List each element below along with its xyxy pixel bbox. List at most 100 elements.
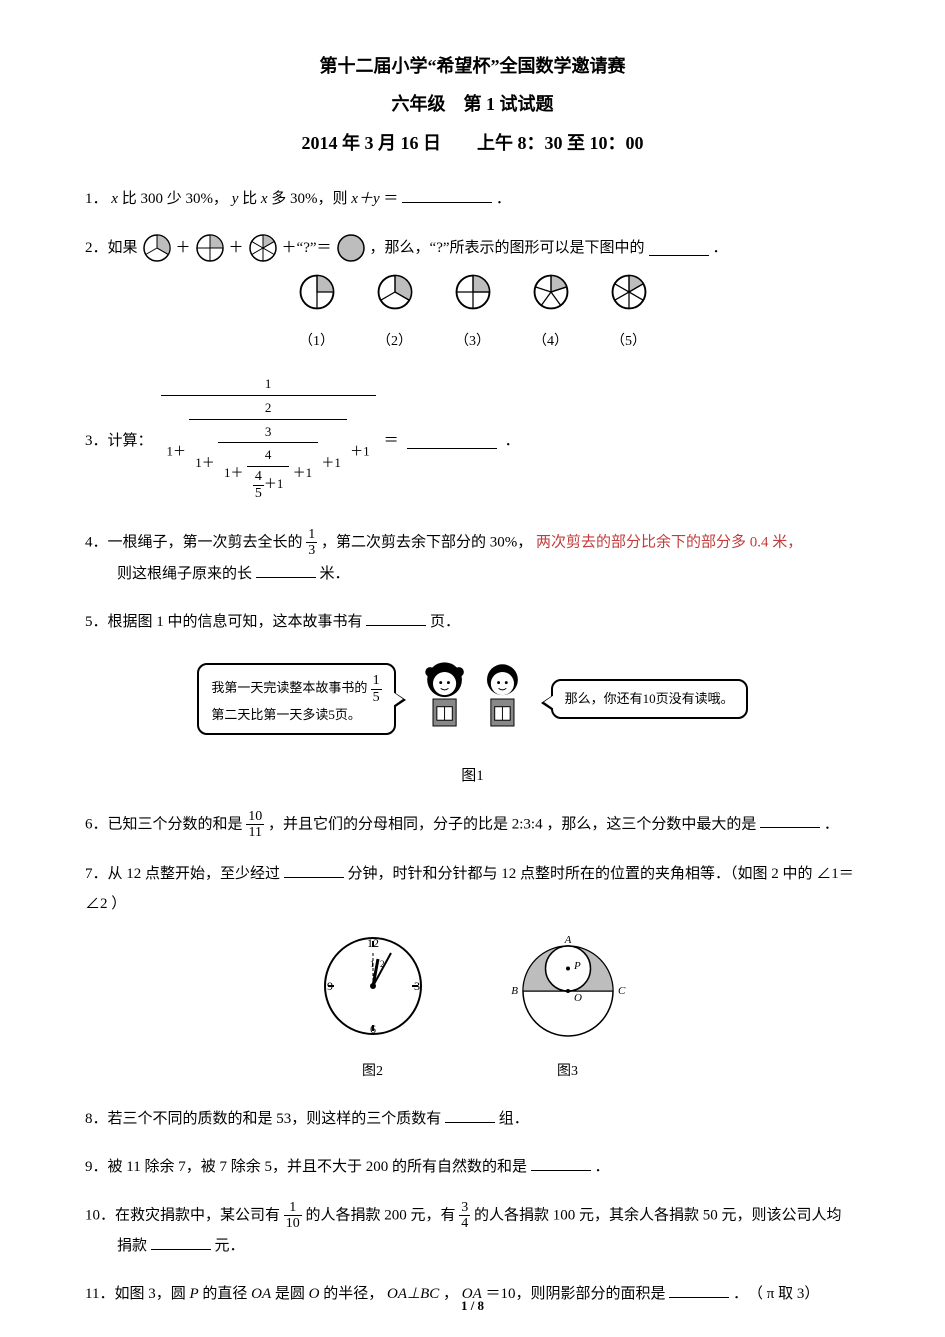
pie-1-6-icon <box>248 233 278 263</box>
title-2: 六年级 第 1 试试题 <box>85 88 860 120</box>
exam-header: 第十二届小学“希望杯”全国数学邀请赛 六年级 第 1 试试题 2014 年 3 … <box>85 50 860 159</box>
p6-pre: 6．已知三个分数的和是 <box>85 816 246 832</box>
clock-icon: 12 3 6 9 1 2 <box>318 931 428 1041</box>
circles-shaded-icon: A B C O P <box>508 931 628 1041</box>
problem-6: 6．已知三个分数的和是 1011 ，并且它们的分母相同，分子的比是 2:3:4 … <box>85 809 860 841</box>
figure-3: A B C O P 图3 <box>508 931 628 1086</box>
opt4-icon <box>532 273 570 311</box>
p4-pre: 4．一根绳子，第一次剪去全长的 <box>85 534 306 550</box>
speech-right: 那么，你还有10页没有读哦。 <box>551 679 748 719</box>
problem-7: 7．从 12 点整开始，至少经过 分钟，时针和分针都与 12 点整时所在的位置的… <box>85 859 860 1086</box>
plus-2: ＋ <box>229 233 244 263</box>
p1-seg4: ＝ <box>383 191 398 207</box>
problem-10: 10．在救灾捐款中，某公司有 110 的人各捐款 200 元，有 34 的人各捐… <box>85 1200 860 1262</box>
var-x2: x <box>261 191 268 207</box>
p5-unit: 页． <box>430 614 460 630</box>
p2-post: ，那么，“?”所表示的图形可以是下图中的 <box>370 233 645 263</box>
var-x: x <box>111 191 118 207</box>
p6-mid: ，并且它们的分母相同，分子的比是 2:3:4 ，那么，这三个分数中最大的是 <box>268 816 756 832</box>
frac-10-11: 1011 <box>246 809 264 841</box>
opt1-icon <box>298 273 336 311</box>
blank-6 <box>760 812 820 828</box>
problem-9: 9．被 11 除余 7，被 7 除余 5，并且不大于 200 的所有自然数的和是… <box>85 1152 860 1182</box>
title-1: 第十二届小学“希望杯”全国数学邀请赛 <box>85 50 860 82</box>
p1-seg1: 比 300 少 30%， <box>122 191 228 207</box>
problem-2: 2．如果 ＋ ＋ ＋“?”＝ ，那么， <box>85 232 860 356</box>
svg-text:O: O <box>574 992 582 1004</box>
nested-fraction: 1 1＋ 2 1＋ 3 1＋ 4 45＋1 <box>161 374 376 509</box>
blank-2 <box>649 240 709 256</box>
problem-3: 3．计算： 1 1＋ 2 1＋ 3 1＋ 4 <box>85 374 860 509</box>
p10-mid2: 的人各捐款 100 元，其余人各捐款 50 元，则该公司人均 <box>474 1207 842 1223</box>
opt3-label: （3） <box>454 328 492 356</box>
p4-unit: 米． <box>320 566 350 582</box>
speech1a: 我第一天完读整本故事书的 <box>211 680 370 695</box>
p7-pre: 7．从 12 点整开始，至少经过 <box>85 866 280 882</box>
option-3: （3） <box>454 273 492 356</box>
svg-text:B: B <box>511 985 518 997</box>
blank-1 <box>402 187 492 203</box>
option-4: （4） <box>532 273 570 356</box>
pie-1-3-icon <box>142 233 172 263</box>
blank-3 <box>407 433 497 449</box>
fig2-label: 图2 <box>318 1058 428 1086</box>
speech-left: 我第一天完读整本故事书的 15 第二天比第一天多读5页。 <box>197 663 395 734</box>
opt4-label: （4） <box>532 328 570 356</box>
opt3-icon <box>454 273 492 311</box>
blank-4 <box>256 562 316 578</box>
blank-9 <box>531 1155 591 1171</box>
kids-illustration <box>406 649 541 749</box>
svg-text:A: A <box>563 934 571 946</box>
svg-text:C: C <box>618 985 626 997</box>
frac-1-3: 13 <box>306 527 317 559</box>
expr-xy: x＋y <box>351 191 379 207</box>
figure-2: 12 3 6 9 1 2 图2 <box>318 931 428 1086</box>
p4-red: 两次剪去的部分比余下的部分多 0.4 米， <box>536 534 802 550</box>
p3-pre: 3．计算： <box>85 426 153 456</box>
title-3: 2014 年 3 月 16 日 上午 8：30 至 10：00 <box>85 127 860 159</box>
blank-5 <box>366 610 426 626</box>
speech1b: 第二天比第一天多读5页。 <box>211 707 361 722</box>
dialogue-row: 我第一天完读整本故事书的 15 第二天比第一天多读5页。 那么，你还有10页没有… <box>85 649 860 749</box>
p2-pre: 2．如果 <box>85 233 138 263</box>
page-number: 1 / 8 <box>0 1294 945 1317</box>
p10-line2: 捐款 <box>117 1238 147 1254</box>
opt2-label: （2） <box>376 328 414 356</box>
p10-pre: 10．在救灾捐款中，某公司有 <box>85 1207 284 1223</box>
option-5: （5） <box>610 273 648 356</box>
svg-text:P: P <box>573 960 581 972</box>
p3-eq: ＝ <box>384 426 399 456</box>
problem-1: 1． x 比 300 少 30%， y 比 x 多 30%，则 x＋y ＝ ． <box>85 184 860 214</box>
p10-mid1: 的人各捐款 200 元，有 <box>306 1207 460 1223</box>
p5-pre: 5．根据图 1 中的信息可知，这本故事书有 <box>85 614 363 630</box>
problem-4: 4．一根绳子，第一次剪去全长的 13 ，第二次剪去余下部分的 30%， 两次剪去… <box>85 527 860 589</box>
svg-text:2: 2 <box>380 959 385 969</box>
p1-seg3: 多 30%，则 <box>271 191 351 207</box>
figures-row: 12 3 6 9 1 2 图2 <box>85 931 860 1086</box>
p1-seg2: 比 <box>242 191 261 207</box>
p8-unit: 组． <box>499 1111 529 1127</box>
problem-5: 5．根据图 1 中的信息可知，这本故事书有 页． 我第一天完读整本故事书的 15… <box>85 607 860 791</box>
p9-end: ． <box>594 1159 609 1175</box>
p8-pre: 8．若三个不同的质数的和是 53，则这样的三个质数有 <box>85 1111 441 1127</box>
opt1-label: （1） <box>298 328 336 356</box>
blank-8 <box>445 1107 495 1123</box>
fig3-label: 图3 <box>508 1058 628 1086</box>
opt2-icon <box>376 273 414 311</box>
p1-seg5: ． <box>496 191 511 207</box>
svg-text:1: 1 <box>370 959 375 969</box>
p3-post: ． <box>505 426 520 456</box>
frac-1-5: 15 <box>371 673 382 705</box>
p10-unit: 元． <box>215 1238 245 1254</box>
p2-end: ． <box>713 233 728 263</box>
p2-mid: ＋“?”＝ <box>282 233 332 263</box>
fig1-label: 图1 <box>85 761 860 791</box>
problem-8: 8．若三个不同的质数的和是 53，则这样的三个质数有 组． <box>85 1104 860 1134</box>
option-1: （1） <box>298 273 336 356</box>
blank-7 <box>284 862 344 878</box>
p1-num: 1． <box>85 191 108 207</box>
p6-end: ． <box>824 816 839 832</box>
opt5-label: （5） <box>610 328 648 356</box>
p4-mid: ，第二次剪去余下部分的 30%， <box>321 534 532 550</box>
frac-3-4: 34 <box>459 1200 470 1232</box>
